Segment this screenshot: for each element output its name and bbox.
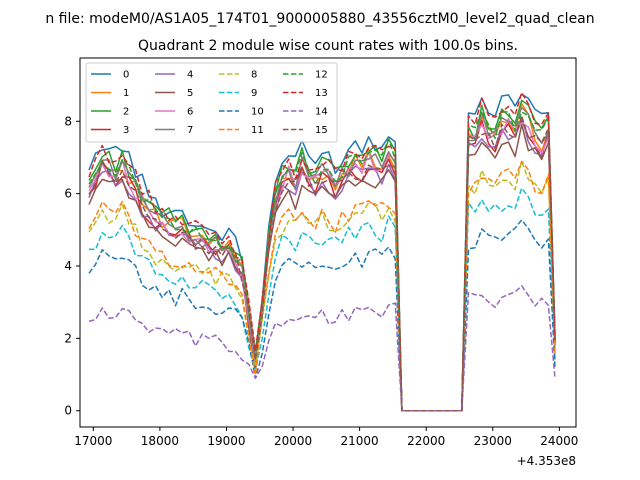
legend-label-8: 8 <box>251 70 257 81</box>
legend-label-6: 6 <box>187 107 193 118</box>
series-line-10 <box>88 219 556 412</box>
legend-label-3: 3 <box>123 125 129 136</box>
legend-label-13: 13 <box>315 88 328 99</box>
legend-label-9: 9 <box>251 88 257 99</box>
legend-label-12: 12 <box>315 70 328 81</box>
legend-label-4: 4 <box>187 70 193 81</box>
series-layer <box>88 91 556 412</box>
y-tick-label: 6 <box>64 187 72 201</box>
series-line-9 <box>88 187 556 412</box>
series-line-0 <box>88 93 556 412</box>
x-offset-label: +4.353e8 <box>517 454 576 468</box>
series-line-11 <box>88 160 556 412</box>
x-tick-label: 20000 <box>274 434 312 448</box>
legend-label-7: 7 <box>187 125 193 136</box>
legend-label-5: 5 <box>187 88 193 99</box>
y-tick-label: 4 <box>64 259 72 273</box>
legend-label-1: 1 <box>123 88 129 99</box>
series-line-12 <box>88 110 556 412</box>
x-axis: 17000 18000 19000 20000 21000 22000 23000 24000 <box>74 427 578 448</box>
legend-label-0: 0 <box>123 70 129 81</box>
y-axis: 0 2 4 6 8 <box>64 114 80 418</box>
legend-label-11: 11 <box>251 125 264 136</box>
legend-frame <box>85 62 338 143</box>
series-line-7 <box>88 106 556 412</box>
x-tick-label: 23000 <box>474 434 512 448</box>
series-line-13 <box>88 91 556 412</box>
legend-label-15: 15 <box>315 125 328 136</box>
x-tick-label: 19000 <box>207 434 245 448</box>
x-tick-label: 21000 <box>341 434 379 448</box>
y-tick-label: 2 <box>64 331 72 345</box>
legend-label-2: 2 <box>123 107 129 118</box>
legend-label-10: 10 <box>251 107 264 118</box>
series-line-15 <box>88 115 556 412</box>
series-line-8 <box>88 160 556 412</box>
y-tick-label: 8 <box>64 114 72 128</box>
y-tick-label: 0 <box>64 404 72 418</box>
series-line-5 <box>88 123 556 412</box>
series-line-14 <box>88 285 556 412</box>
x-tick-label: 22000 <box>407 434 445 448</box>
x-tick-label: 17000 <box>74 434 112 448</box>
legend-label-14: 14 <box>315 107 328 118</box>
chart-title: Quadrant 2 module wise count rates with … <box>138 38 518 54</box>
x-tick-label: 24000 <box>540 434 578 448</box>
x-tick-label: 18000 <box>141 434 179 448</box>
axes-frame <box>79 57 577 428</box>
figure-suptitle: n file: modeM0/AS1A05_174T01_9000005880_… <box>45 11 594 27</box>
